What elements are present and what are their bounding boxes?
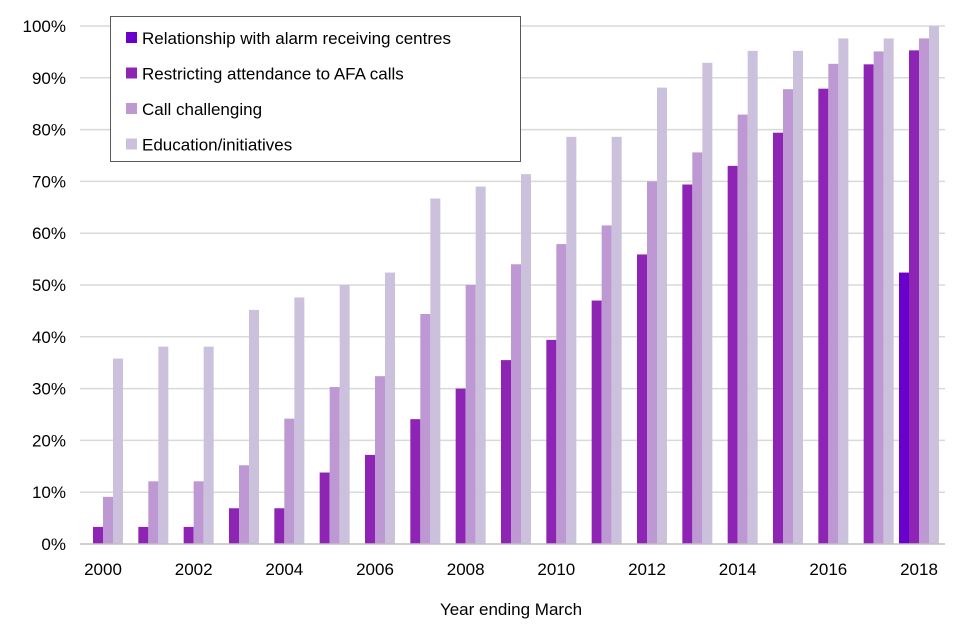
- legend: Relationship with alarm receiving centre…: [110, 16, 521, 162]
- bar-restricting-attendance-to-afa-calls-2001: [138, 526, 149, 544]
- bar-call-challenging-2006: [375, 376, 385, 544]
- bar-education-initiatives-2013: [702, 62, 713, 544]
- y-tick-label: 50%: [32, 276, 66, 295]
- x-axis-ticks: 2000 2002 2004 2006 2008 2010 2012 2014 2016 2018: [84, 560, 938, 579]
- bar-education-initiatives-2014: [747, 50, 758, 544]
- bar-restricting-attendance-to-afa-calls-2010: [546, 339, 557, 544]
- bar-restricting-attendance-to-afa-calls-2006: [365, 454, 375, 544]
- bar-call-challenging-2009: [511, 264, 521, 544]
- bar-education-initiatives-2003: [249, 309, 259, 544]
- bar-restricting-attendance-to-afa-calls-2007: [410, 419, 421, 544]
- legend-swatch: [126, 103, 137, 114]
- legend-label: Education/initiatives: [142, 136, 292, 155]
- bar-education-initiatives-2009: [521, 174, 531, 544]
- bar-restricting-attendance-to-afa-calls-2009: [501, 360, 511, 544]
- bar-education-initiatives-2000: [113, 358, 123, 544]
- bar-education-initiatives-2016: [838, 38, 849, 544]
- y-tick-label: 10%: [32, 483, 66, 502]
- bars: [93, 26, 939, 545]
- bar-restricting-attendance-to-afa-calls-2003: [229, 508, 239, 544]
- x-tick-label: 2016: [809, 560, 847, 579]
- bar-call-challenging-2011: [601, 225, 612, 544]
- bar-restricting-attendance-to-afa-calls-2016: [818, 88, 829, 544]
- y-axis-ticks: 0% 10% 20% 30% 40% 50% 60% 70% 80% 90% 100%: [23, 17, 66, 554]
- bar-restricting-attendance-to-afa-calls-2013: [682, 184, 693, 544]
- x-tick-label: 2000: [84, 560, 122, 579]
- bar-restricting-attendance-to-afa-calls-2012: [637, 254, 647, 545]
- bar-education-initiatives-2018: [929, 26, 939, 544]
- bar-education-initiatives-2010: [566, 136, 577, 545]
- legend-swatch: [126, 32, 137, 43]
- bar-call-challenging-2008: [465, 285, 476, 544]
- legend-box: [110, 16, 521, 162]
- x-tick-label: 2018: [900, 560, 938, 579]
- x-tick-label: 2008: [447, 560, 485, 579]
- y-tick-label: 30%: [32, 380, 66, 399]
- bar-restricting-attendance-to-afa-calls-2011: [591, 300, 602, 544]
- bar-restricting-attendance-to-afa-calls-2015: [773, 132, 783, 544]
- bar-call-challenging-2017: [873, 51, 884, 545]
- bar-call-challenging-2016: [828, 63, 839, 545]
- bar-education-initiatives-2011: [611, 136, 622, 545]
- x-tick-label: 2010: [537, 560, 575, 579]
- bar-call-challenging-2015: [783, 89, 793, 545]
- bar-education-initiatives-2002: [203, 346, 214, 544]
- y-tick-label: 100%: [23, 17, 66, 36]
- bar-education-initiatives-2007: [430, 198, 441, 544]
- x-tick-label: 2004: [265, 560, 303, 579]
- bar-call-challenging-2012: [647, 181, 657, 544]
- bar-restricting-attendance-to-afa-calls-2005: [319, 472, 330, 544]
- x-tick-label: 2012: [628, 560, 666, 579]
- bar-call-challenging-2010: [556, 244, 567, 544]
- bar-restricting-attendance-to-afa-calls-2017: [863, 64, 874, 544]
- bar-education-initiatives-2004: [294, 297, 305, 544]
- legend-label: Restricting attendance to AFA calls: [142, 65, 404, 84]
- x-tick-label: 2014: [719, 560, 757, 579]
- y-tick-label: 70%: [32, 172, 66, 191]
- y-tick-label: 0%: [41, 535, 66, 554]
- bar-education-initiatives-2012: [657, 87, 667, 544]
- legend-label: Relationship with alarm receiving centre…: [142, 29, 451, 48]
- bar-relationship-with-alarm-receiving-centres-2018: [899, 272, 909, 544]
- legend-swatch: [126, 67, 137, 79]
- bar-call-challenging-2018: [919, 38, 929, 544]
- y-tick-label: 40%: [32, 328, 66, 347]
- bar-call-challenging-2005: [329, 387, 340, 544]
- bar-restricting-attendance-to-afa-calls-2018: [909, 50, 919, 544]
- bar-education-initiatives-2005: [339, 285, 350, 544]
- y-tick-label: 80%: [32, 121, 66, 140]
- bar-restricting-attendance-to-afa-calls-2000: [93, 526, 103, 544]
- y-tick-label: 90%: [32, 69, 66, 88]
- bar-call-challenging-2002: [193, 481, 204, 544]
- bar-education-initiatives-2006: [385, 272, 395, 544]
- bar-education-initiatives-2015: [793, 50, 803, 544]
- bar-call-challenging-2001: [148, 481, 159, 544]
- bar-call-challenging-2013: [692, 152, 703, 544]
- bar-restricting-attendance-to-afa-calls-2008: [455, 388, 466, 544]
- bar-call-challenging-2007: [420, 314, 431, 544]
- bar-education-initiatives-2008: [475, 186, 486, 544]
- bar-call-challenging-2014: [737, 114, 748, 544]
- y-tick-label: 60%: [32, 224, 66, 243]
- bar-call-challenging-2004: [284, 418, 295, 544]
- bar-restricting-attendance-to-afa-calls-2014: [727, 165, 738, 545]
- bar-restricting-attendance-to-afa-calls-2004: [274, 508, 285, 544]
- bar-call-challenging-2000: [103, 496, 113, 544]
- legend-label: Call challenging: [142, 100, 262, 119]
- x-tick-label: 2006: [356, 560, 394, 579]
- bar-restricting-attendance-to-afa-calls-2002: [183, 526, 194, 544]
- x-tick-label: 2002: [175, 560, 213, 579]
- legend-swatch: [126, 138, 137, 150]
- x-axis-title: Year ending March: [440, 600, 582, 619]
- bar-education-initiatives-2001: [158, 346, 169, 544]
- y-tick-label: 20%: [32, 431, 66, 450]
- bar-call-challenging-2003: [239, 465, 249, 544]
- bar-education-initiatives-2017: [883, 38, 894, 544]
